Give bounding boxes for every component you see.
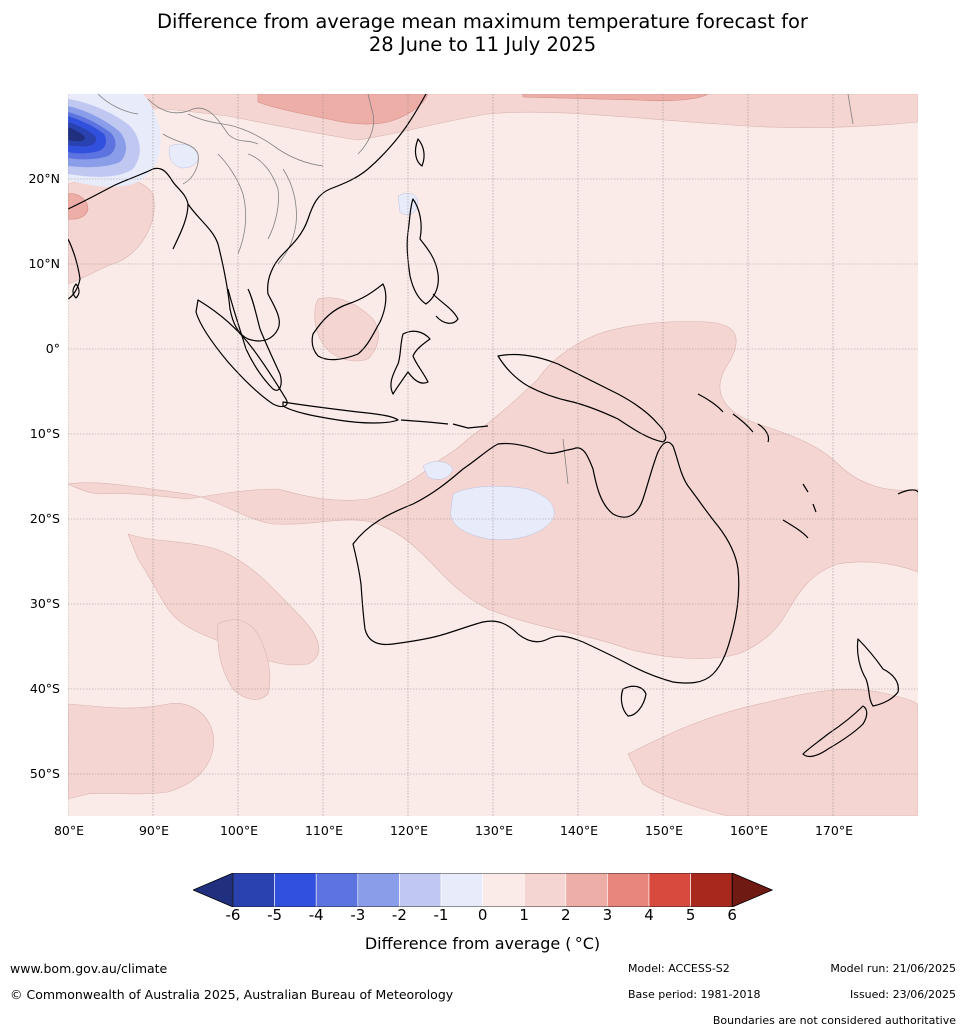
coast-java	[282, 401, 399, 424]
anomaly-regions-2-3	[68, 94, 709, 220]
coast-indochina	[187, 94, 427, 342]
colorbar-cell	[607, 873, 650, 907]
coast-south-asia	[68, 167, 189, 250]
colorbar-tick-label: 5	[685, 906, 696, 924]
lon-label-150e: 150°E	[644, 823, 683, 838]
model-name: Model: ACCESS-S2	[628, 962, 730, 975]
colorbar-cell	[357, 873, 400, 907]
lon-label-80e: 80°E	[53, 823, 85, 838]
colorbar-cell	[523, 873, 567, 907]
coast-new-guinea	[497, 353, 667, 443]
colorbar-extend-low	[193, 873, 234, 907]
lat-label-30s: 30°S	[29, 596, 60, 611]
lat-label-10s: 10°S	[29, 426, 60, 441]
coast-tasmania	[620, 685, 647, 717]
colorbar-tick-label: 6	[727, 906, 737, 924]
coast-borneo	[311, 283, 387, 361]
colorbar-tick-label: -4	[308, 906, 324, 924]
colorbar-cell	[482, 873, 525, 907]
title-line-2: 28 June to 11 July 2025	[368, 33, 597, 56]
lon-label-160e: 160°E	[729, 823, 768, 838]
cool-anomaly-bay-of-bengal	[68, 94, 161, 187]
lat-label-20s: 20°S	[29, 511, 60, 526]
base-period: Base period: 1981-2018	[628, 988, 761, 1001]
website-link[interactable]: www.bom.gov.au/climate	[10, 961, 168, 976]
colorbar-tick-label: -2	[391, 906, 407, 924]
lon-label-110e: 110°E	[304, 823, 343, 838]
coast-sulawesi	[390, 330, 431, 395]
colorbar-tick-label: 4	[644, 906, 654, 924]
lat-label-0: 0°	[45, 341, 60, 356]
coast-new-zealand-north	[856, 638, 899, 707]
coast-australia	[352, 441, 740, 684]
model-run-date: Model run: 21/06/2025	[830, 962, 956, 975]
colorbar-cell	[399, 873, 442, 907]
colorbar-cell	[232, 873, 275, 907]
lon-label-170e: 170°E	[814, 823, 853, 838]
coast-sumatra	[195, 299, 288, 408]
issued-date: Issued: 23/06/2025	[849, 988, 956, 1001]
colorbar-cell	[690, 873, 733, 907]
lat-label-10n: 10°N	[28, 256, 60, 271]
colorbar-cell	[274, 873, 317, 907]
colorbar-cell	[565, 873, 608, 907]
colorbar-tick-label: 3	[602, 906, 613, 924]
lat-label-40s: 40°S	[29, 681, 60, 696]
colorbar-label: Difference from average ( °C)	[364, 934, 601, 953]
lon-label-130e: 130°E	[474, 823, 513, 838]
colorbar-tick-label: 0	[477, 906, 488, 924]
map-title: Difference from average mean maximum tem…	[0, 10, 965, 56]
forecast-map[interactable]	[68, 94, 918, 816]
colorbar-extend-high	[731, 873, 773, 907]
colorbar-tick-label: -5	[267, 906, 283, 924]
coast-malay-peninsula	[227, 288, 282, 391]
colorbar-cell	[315, 873, 359, 907]
country-borders	[97, 94, 854, 485]
gridlines	[68, 94, 918, 816]
colorbar	[193, 873, 773, 907]
title-line-1: Difference from average mean maximum tem…	[157, 10, 808, 33]
colorbar-cell	[648, 873, 691, 907]
lat-label-50s: 50°S	[29, 766, 60, 781]
boundaries-disclaimer: Boundaries are not considered authoritat…	[712, 1014, 956, 1027]
colorbar-cell	[440, 873, 483, 907]
colorbar-tick-label: -3	[350, 906, 366, 924]
copyright-notice: © Commonwealth of Australia 2025, Austra…	[10, 987, 454, 1002]
colorbar-tick-label: -6	[225, 906, 241, 924]
cool-anomaly-spots	[168, 143, 555, 540]
colorbar-tick-label: 1	[519, 906, 529, 924]
colorbar-frame	[232, 873, 733, 907]
lon-label-90e: 90°E	[138, 823, 170, 838]
lon-label-100e: 100°E	[219, 823, 258, 838]
lat-label-20n: 20°N	[28, 171, 60, 186]
coast-new-zealand-south	[802, 705, 868, 758]
colorbar-tick-label: -1	[433, 906, 449, 924]
colorbar-tick-label: 2	[561, 906, 571, 924]
lon-label-120e: 120°E	[389, 823, 428, 838]
lon-label-140e: 140°E	[559, 823, 598, 838]
